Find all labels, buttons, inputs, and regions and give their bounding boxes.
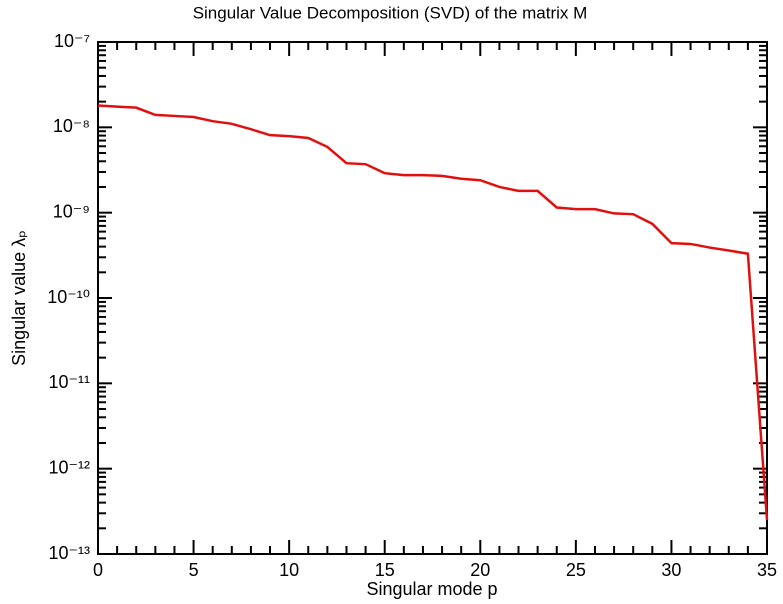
x-axis-label: Singular mode p — [366, 579, 497, 599]
y-tick-label: 10⁻⁸ — [53, 116, 90, 136]
y-tick-label: 10⁻¹² — [48, 457, 90, 477]
data-line — [97, 104, 769, 521]
y-axis-label: Singular value λₚ — [9, 230, 29, 366]
x-tick-label: 35 — [757, 560, 777, 580]
x-tick-label: 10 — [279, 560, 299, 580]
x-tick-label: 0 — [93, 560, 103, 580]
x-tick-label: 20 — [470, 560, 490, 580]
y-tick-label: 10⁻¹⁰ — [47, 287, 90, 307]
y-tick-label: 10⁻⁷ — [54, 31, 90, 51]
y-tick-label: 10⁻¹¹ — [48, 372, 90, 392]
y-tick-label: 10⁻¹³ — [48, 543, 90, 563]
x-tick-label: 25 — [566, 560, 586, 580]
x-tick-label: 5 — [189, 560, 199, 580]
chart-title: Singular Value Decomposition (SVD) of th… — [193, 3, 588, 22]
y-tick-label: 10⁻⁹ — [53, 201, 90, 221]
x-tick-label: 15 — [375, 560, 395, 580]
x-tick-label: 30 — [661, 560, 681, 580]
